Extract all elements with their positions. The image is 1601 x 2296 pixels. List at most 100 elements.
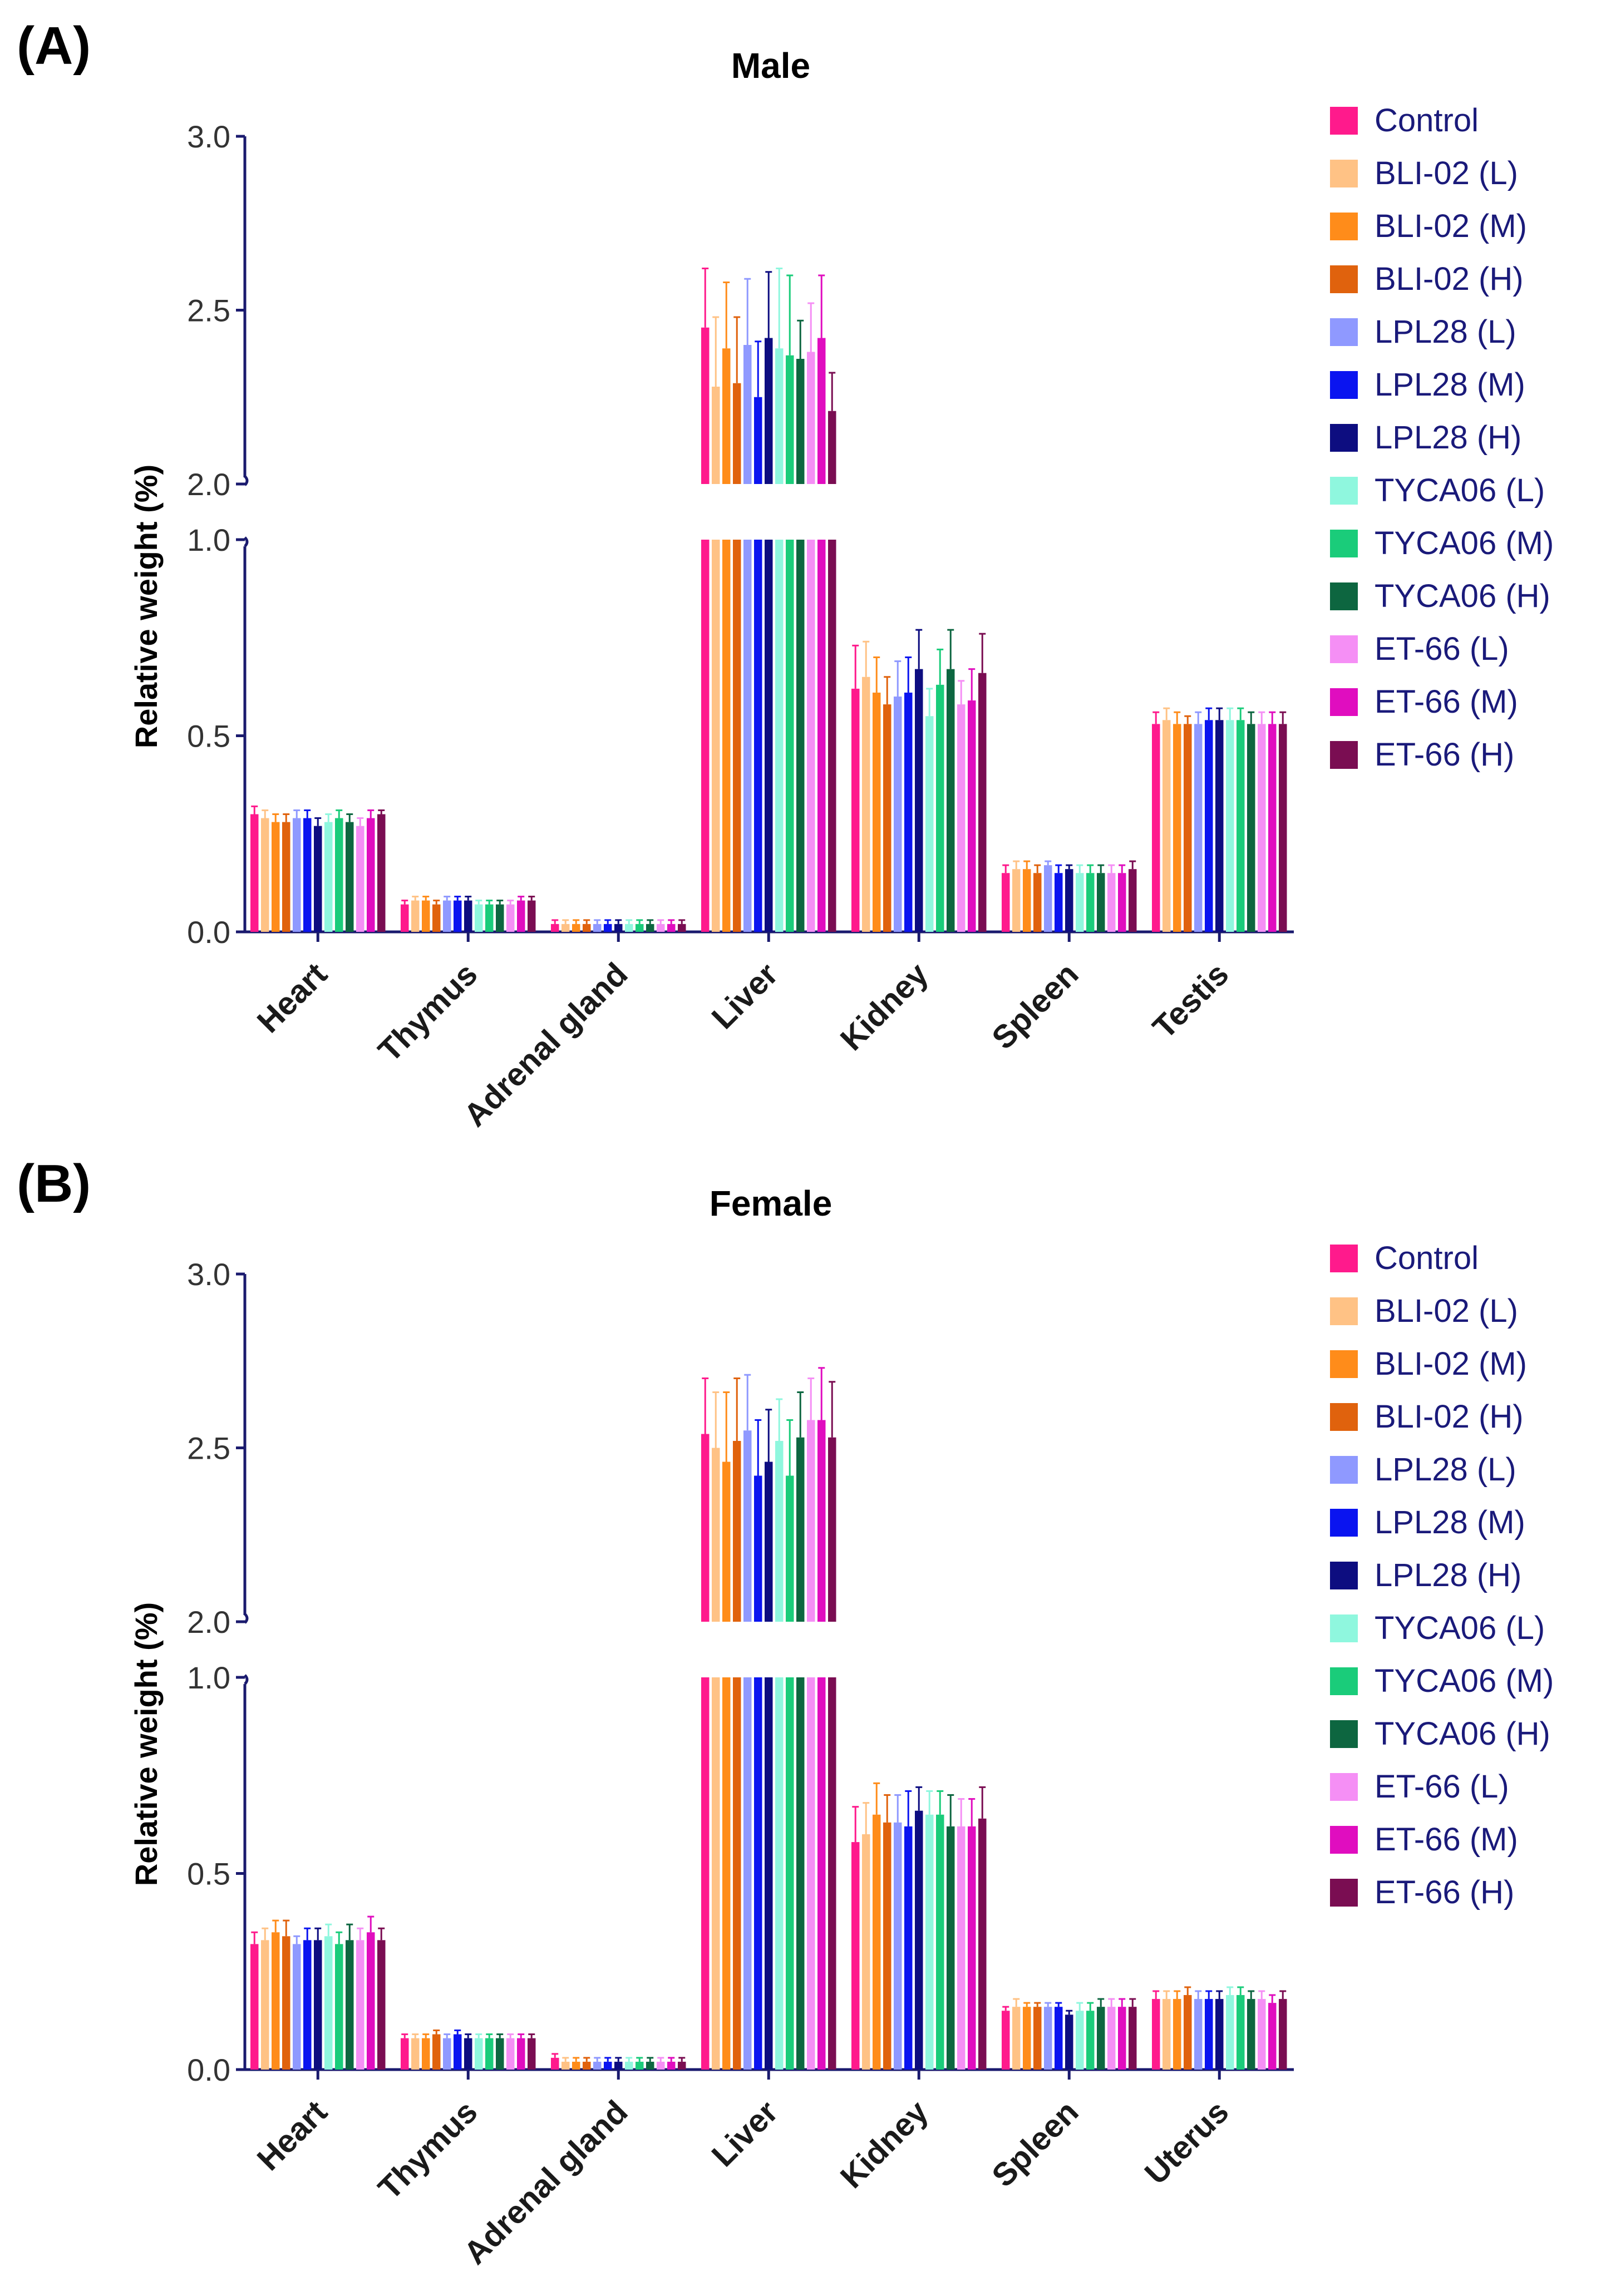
bar — [883, 704, 891, 932]
legend-label: LPL28 (H) — [1375, 1557, 1521, 1593]
bar — [475, 2038, 483, 2070]
y-tick-label: 1.0 — [187, 522, 230, 557]
legend-swatch — [1330, 1826, 1358, 1854]
bar — [646, 924, 654, 932]
bar — [1215, 1999, 1224, 2070]
bar — [303, 1940, 312, 2070]
category-label: Heart — [250, 956, 334, 1040]
bar — [272, 1932, 280, 2070]
legend-swatch — [1330, 213, 1358, 240]
bar-lower-segment — [754, 1677, 762, 2070]
y-axis-title: Relative weight (%) — [129, 1602, 164, 1886]
bar — [583, 924, 591, 932]
bar — [1086, 873, 1095, 932]
bar — [873, 692, 881, 932]
legend-item: TYCA06 (L) — [1330, 1610, 1545, 1646]
bar — [293, 818, 301, 932]
bar — [657, 2061, 665, 2070]
bar — [1002, 873, 1010, 932]
bar — [604, 924, 612, 932]
bar — [915, 669, 923, 932]
bar — [1065, 869, 1073, 932]
legend-item: ET-66 (L) — [1330, 1769, 1509, 1805]
legend-swatch — [1330, 1297, 1358, 1325]
bar-lower-segment — [786, 1677, 794, 2070]
bar — [904, 692, 913, 932]
legend-item: LPL28 (H) — [1330, 1557, 1521, 1593]
bar — [411, 900, 420, 932]
bar — [314, 1940, 322, 2070]
legend-label: LPL28 (M) — [1375, 367, 1525, 403]
bar — [904, 1826, 913, 2070]
legend-label: TYCA06 (H) — [1375, 1716, 1550, 1752]
legend-swatch — [1330, 1879, 1358, 1907]
legend-item: BLI-02 (H) — [1330, 1399, 1524, 1435]
bar — [1107, 873, 1116, 932]
legend-item: ET-66 (H) — [1330, 1874, 1514, 1910]
bar — [1055, 873, 1063, 932]
bar — [422, 2038, 430, 2070]
bar — [377, 814, 386, 932]
bar — [293, 1944, 301, 2070]
panel-male: (A) Male Relative weight (%) 2.0 2.5 3.0 0… — [17, 16, 1554, 1134]
legend-label: TYCA06 (L) — [1375, 472, 1545, 508]
legend-label: ET-66 (H) — [1375, 737, 1514, 773]
legend-label: ET-66 (M) — [1375, 1821, 1518, 1858]
legend-label: Control — [1375, 1240, 1479, 1276]
bar — [282, 1936, 290, 2070]
bar — [851, 688, 860, 932]
bar — [936, 684, 944, 932]
bar-lower-segment — [722, 540, 731, 932]
category-label: Thymus — [371, 2093, 484, 2206]
bar — [346, 822, 354, 932]
panel-label: (B) — [17, 1154, 91, 1213]
bar — [1023, 869, 1031, 932]
y-tick-label: 3.0 — [187, 119, 230, 154]
legend-swatch — [1330, 160, 1358, 187]
bar — [443, 900, 451, 932]
y-tick-label: 2.0 — [187, 467, 230, 502]
bar — [367, 1932, 375, 2070]
chart-title: Female — [710, 1183, 832, 1223]
bar — [356, 826, 364, 932]
bar — [636, 924, 644, 932]
legend-label: TYCA06 (H) — [1375, 578, 1550, 614]
bar — [1258, 1999, 1266, 2070]
bar-lower-segment — [712, 540, 720, 932]
bar — [506, 2038, 515, 2070]
category-label: Kidney — [834, 2093, 935, 2195]
bar — [1033, 873, 1042, 932]
bar-lower-segment — [733, 540, 741, 932]
bar — [873, 1814, 881, 2070]
bar — [1044, 865, 1052, 932]
legend-item: TYCA06 (H) — [1330, 578, 1550, 614]
legend-swatch — [1330, 635, 1358, 663]
bar — [464, 2038, 472, 2070]
bar — [1152, 1999, 1160, 2070]
bar — [712, 387, 720, 484]
bar — [528, 2038, 536, 2070]
bar — [454, 2034, 462, 2070]
legend-swatch — [1330, 318, 1358, 346]
bar — [464, 900, 472, 932]
bar — [1237, 1995, 1245, 2070]
bar — [551, 924, 559, 932]
bar — [1055, 2007, 1063, 2070]
bar — [957, 1826, 965, 2070]
bar — [1107, 2007, 1116, 2070]
category-label: Liver — [705, 956, 785, 1036]
bar — [614, 2061, 623, 2070]
bar — [1173, 724, 1181, 932]
axis-break-mark — [244, 475, 249, 486]
bar-lower-segment — [796, 540, 805, 932]
bar — [401, 2038, 409, 2070]
bar — [1268, 724, 1277, 932]
bar — [1023, 2007, 1031, 2070]
bar — [1118, 2007, 1126, 2070]
legend-swatch — [1330, 477, 1358, 505]
bar — [1033, 2007, 1042, 2070]
bar — [733, 383, 741, 484]
legend-item: Control — [1330, 1240, 1479, 1276]
y-tick-label: 0.5 — [187, 719, 230, 754]
